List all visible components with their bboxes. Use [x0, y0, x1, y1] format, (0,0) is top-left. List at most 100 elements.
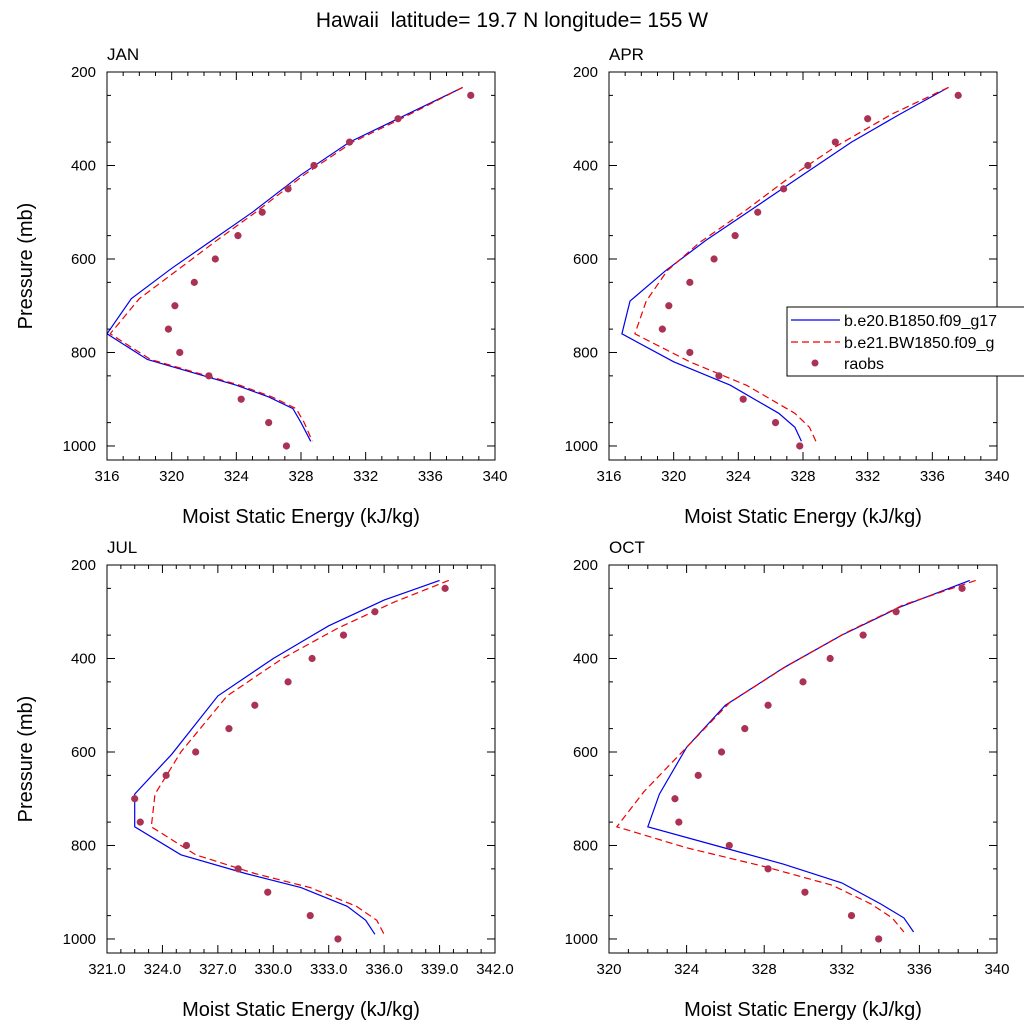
x-tick-label: 324 — [224, 468, 249, 485]
x-tick-label: 340 — [984, 468, 1009, 485]
x-tick-label: 328 — [288, 468, 313, 485]
y-tick-label: 400 — [71, 157, 96, 174]
raobs-point — [764, 701, 772, 709]
plot-frame — [608, 564, 998, 954]
raobs-point — [826, 654, 834, 663]
x-tick-label: 340 — [984, 961, 1009, 978]
raobs-point — [234, 232, 242, 240]
raobs-point — [764, 865, 772, 873]
raobs-point — [799, 678, 807, 686]
x-tick-label: 328 — [752, 961, 777, 978]
raobs-point — [831, 138, 839, 146]
x-tick-label: 324 — [674, 961, 699, 978]
raobs-point — [394, 115, 402, 123]
panel-jul: JUL Pressure (mb) Moist Static Energy (k… — [15, 538, 514, 1021]
raobs-point — [954, 91, 962, 99]
plot-frame — [106, 71, 496, 461]
x-tick-label: 324 — [726, 468, 751, 485]
x-tick-label: 328 — [790, 468, 815, 485]
raobs-point — [225, 725, 233, 733]
raobs-point — [710, 255, 718, 263]
raobs-point — [264, 888, 272, 896]
plot-area — [107, 86, 475, 450]
x-tick-label: 340 — [482, 468, 507, 485]
y-tick-label: 1000 — [565, 931, 598, 948]
y-tick-label: 200 — [71, 557, 96, 574]
x-tick-label: 336.0 — [365, 961, 403, 978]
raobs-point — [739, 395, 747, 403]
legend-label: b.e20.B1850.f09_g17 — [844, 313, 997, 330]
raobs-point — [284, 678, 292, 686]
raobs-point — [717, 748, 726, 756]
y-tick-label: 1000 — [63, 438, 96, 455]
x-tick-label: 316 — [596, 468, 621, 485]
axis-ticks: 321.0 324.0 327.0 330.0 333.0 336.0 339.0 342.0… — [63, 557, 514, 978]
raobs-point — [284, 185, 292, 193]
x-axis-label: Moist Static Energy (kJ/kg) — [182, 506, 420, 528]
raobs-point — [136, 818, 144, 826]
series-line-b-e21 — [615, 579, 976, 933]
x-tick-label: 339.0 — [421, 961, 459, 978]
raobs-point — [265, 419, 273, 427]
x-tick-label: 320 — [596, 961, 621, 978]
legend-label: raobs — [844, 356, 884, 373]
raobs-point — [875, 935, 883, 943]
x-tick-label: 320 — [661, 468, 686, 485]
raobs-point — [801, 888, 809, 896]
raobs-point — [958, 584, 966, 592]
raobs-point — [131, 795, 139, 803]
y-tick-label: 1000 — [63, 931, 96, 948]
y-tick-label: 400 — [573, 157, 598, 174]
y-axis-label: Pressure (mb) — [15, 203, 37, 330]
raobs-point — [306, 912, 314, 920]
x-tick-label: 336 — [920, 468, 945, 485]
y-tick-label: 600 — [71, 744, 96, 761]
y-tick-label: 800 — [71, 837, 96, 854]
y-tick-label: 200 — [573, 64, 598, 81]
raobs-point — [205, 372, 213, 380]
raobs-point — [251, 701, 259, 709]
y-tick-label: 400 — [573, 650, 598, 667]
x-tick-label: 316 — [94, 468, 119, 485]
axis-ticks: 316 320 324 328 332 336 340 200 400 600 800 1000 — [565, 64, 1010, 485]
raobs-point — [441, 584, 449, 592]
plot-area — [621, 86, 962, 450]
raobs-point — [164, 325, 173, 333]
raobs-point — [339, 631, 348, 639]
x-tick-label: 342.0 — [476, 961, 514, 978]
plot-area — [615, 579, 976, 943]
raobs-point — [467, 91, 475, 99]
panel-title: OCT — [609, 538, 645, 557]
raobs-point — [675, 818, 683, 826]
raobs-point — [234, 865, 242, 873]
raobs-point — [658, 325, 666, 333]
raobs-point — [804, 161, 812, 170]
raobs-point — [725, 841, 733, 850]
raobs-point — [796, 442, 804, 450]
legend: b.e20.B1850.f09_g17 b.e21.BW1850.f09_g r… — [786, 306, 1024, 377]
raobs-point — [258, 208, 266, 216]
raobs-point — [771, 419, 780, 427]
raobs-point — [190, 278, 198, 286]
legend-swatch-dot — [811, 359, 819, 367]
panel-jan: JAN Pressure (mb) Moist Static Energy (k… — [15, 45, 508, 528]
plot-frame — [608, 71, 998, 461]
raobs-point — [892, 608, 900, 616]
axis-ticks: 320 324 328 332 336 340 200 400 600 800 1000 — [565, 557, 1010, 978]
series-line-b-e20 — [107, 86, 463, 442]
raobs-point — [162, 771, 170, 779]
raobs-point — [754, 208, 762, 216]
x-axis-label: Moist Static Energy (kJ/kg) — [182, 999, 420, 1021]
series-line-b-e21 — [150, 579, 450, 935]
raobs-point — [780, 185, 788, 193]
y-tick-label: 600 — [71, 251, 96, 268]
series-line-b-e21 — [109, 86, 463, 442]
raobs-point — [310, 161, 318, 170]
series-line-b-e20 — [621, 86, 949, 442]
raobs-point — [847, 912, 856, 920]
y-tick-label: 600 — [573, 251, 598, 268]
x-tick-label: 327.0 — [199, 961, 237, 978]
raobs-point — [694, 771, 702, 779]
y-tick-label: 200 — [573, 557, 598, 574]
raobs-point — [345, 138, 354, 146]
